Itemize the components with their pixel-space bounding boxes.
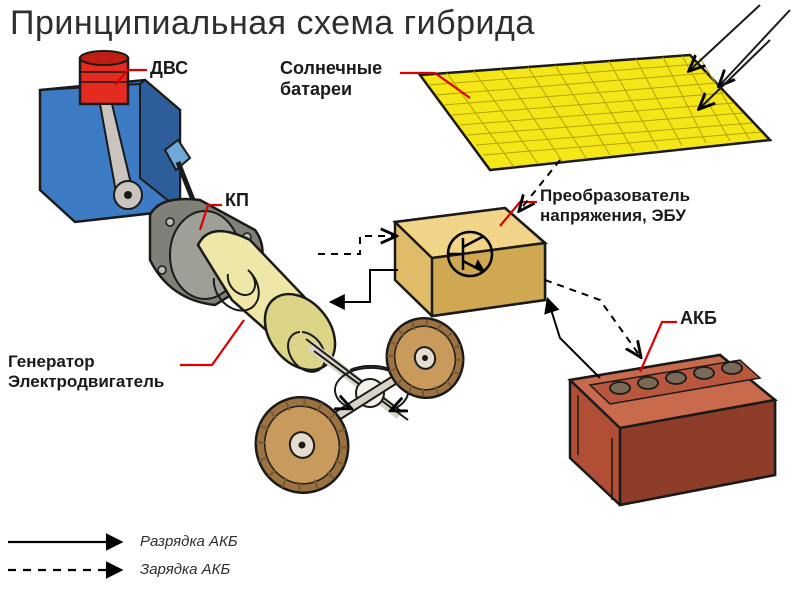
legend-charge: Зарядка АКБ	[140, 561, 230, 578]
label-dvs: ДВС	[150, 58, 188, 79]
battery-akb	[570, 355, 775, 505]
label-kp: КП	[225, 190, 249, 211]
solar-panel	[420, 5, 790, 170]
legend-discharge: Разрядка АКБ	[140, 533, 238, 550]
converter-box	[395, 208, 545, 316]
drivetrain	[150, 140, 474, 506]
label-akb: АКБ	[680, 308, 717, 329]
label-converter: Преобразователь напряжения, ЭБУ	[540, 186, 690, 225]
artwork	[0, 0, 800, 600]
diagram-stage: Принципиальная схема гибрида	[0, 0, 800, 600]
legend	[8, 542, 120, 570]
label-generator: Генератор Электродвигатель	[8, 352, 164, 391]
label-solar: Солнечные батареи	[280, 58, 382, 99]
